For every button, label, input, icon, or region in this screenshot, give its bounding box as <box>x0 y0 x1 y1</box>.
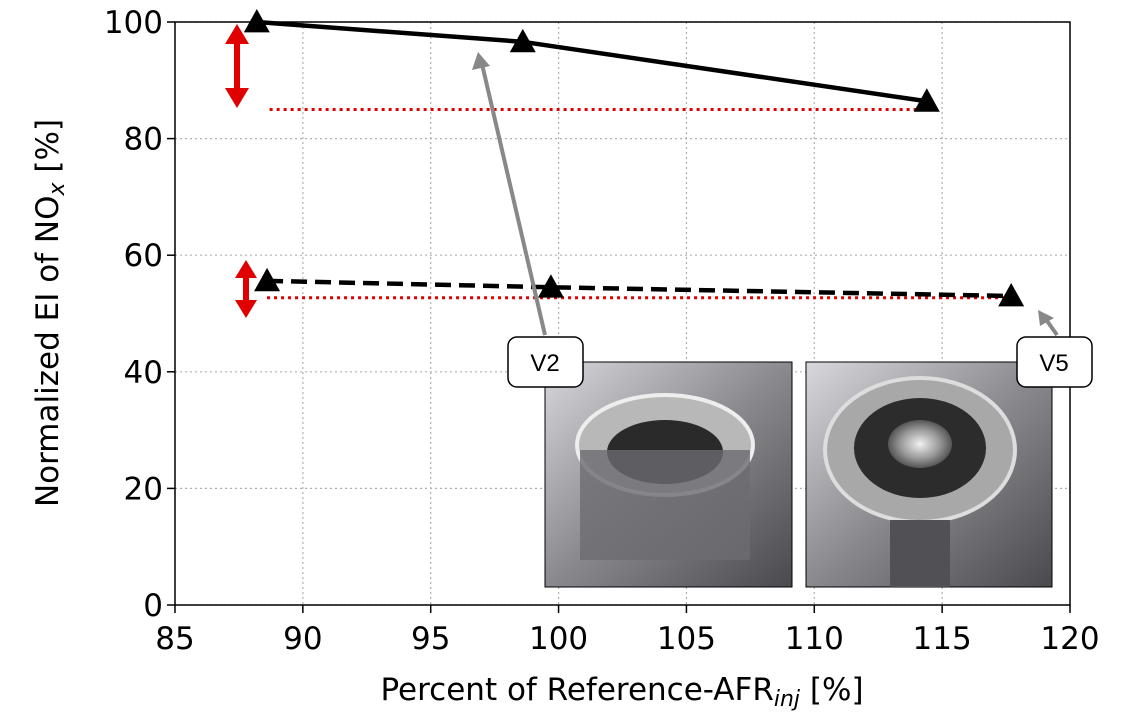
x-tick-label: 100 <box>529 621 588 657</box>
x-label-suffix: [%] <box>800 672 864 708</box>
y-tick-label: 20 <box>124 471 163 507</box>
x-tick-label: 95 <box>411 621 450 657</box>
annotation-label: V5 <box>1039 350 1068 377</box>
series-line <box>267 278 1012 299</box>
x-tick-label: 85 <box>155 621 194 657</box>
annotation-box: V5 <box>1016 336 1093 388</box>
annotation-box: V2 <box>507 336 584 388</box>
y-label-text: Normalized EI of NO <box>30 195 66 507</box>
x-label-text: Percent of Reference-AFR <box>380 672 773 708</box>
y-label-sub: x <box>45 181 70 196</box>
series-line <box>256 19 928 104</box>
marker <box>509 28 536 53</box>
y-axis-label: Normalized EI of NOx [%] <box>30 119 70 507</box>
marker <box>537 274 564 298</box>
x-tick-label: 90 <box>283 621 322 657</box>
marker <box>998 283 1025 307</box>
x-tick-label: 110 <box>785 621 844 657</box>
y-tick-label: 40 <box>124 355 163 391</box>
y-tick-label: 0 <box>143 588 163 624</box>
plot-frame <box>174 21 1071 606</box>
marker <box>254 267 281 292</box>
annotation-arrows <box>225 24 1059 337</box>
y-label-suffix: [%] <box>30 119 66 183</box>
inset-photo <box>544 361 793 588</box>
x-axis-label: Percent of Reference-AFRinj [%] <box>380 672 863 712</box>
marker <box>243 9 270 33</box>
inset-photo <box>805 361 1053 588</box>
y-tick-label: 80 <box>124 122 163 158</box>
y-tick-label: 100 <box>104 5 163 41</box>
x-label-sub: inj <box>774 687 801 712</box>
marker <box>913 88 940 112</box>
x-tick-label: 105 <box>657 621 716 657</box>
x-tick-label: 115 <box>913 621 972 657</box>
annotation-label: V2 <box>530 350 559 377</box>
y-tick-label: 60 <box>124 238 163 274</box>
x-tick-label: 120 <box>1040 621 1099 657</box>
